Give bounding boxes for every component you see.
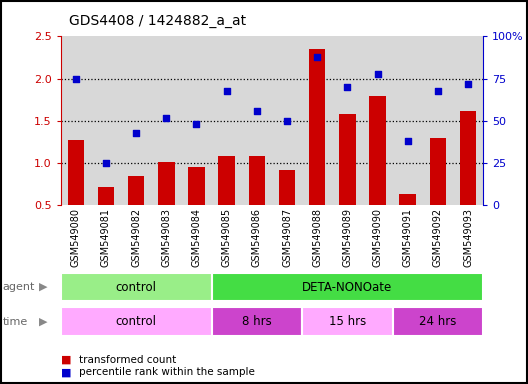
Point bbox=[464, 81, 472, 87]
Bar bbox=[182, 36, 212, 205]
Bar bbox=[128, 176, 145, 205]
Point bbox=[192, 121, 201, 127]
Point bbox=[252, 108, 261, 114]
Bar bbox=[68, 139, 84, 205]
Bar bbox=[219, 156, 235, 205]
Bar bbox=[242, 36, 272, 205]
Point bbox=[283, 118, 291, 124]
Point bbox=[132, 130, 140, 136]
Bar bbox=[362, 36, 393, 205]
Bar bbox=[98, 187, 114, 205]
Point bbox=[102, 160, 110, 166]
Point bbox=[72, 76, 80, 82]
Point bbox=[222, 88, 231, 94]
Text: GDS4408 / 1424882_a_at: GDS4408 / 1424882_a_at bbox=[69, 14, 246, 28]
Text: time: time bbox=[3, 316, 28, 327]
Text: 8 hrs: 8 hrs bbox=[242, 315, 272, 328]
Point bbox=[373, 71, 382, 77]
Point bbox=[162, 114, 171, 121]
Text: agent: agent bbox=[3, 282, 35, 292]
Text: ■: ■ bbox=[61, 367, 71, 377]
Point bbox=[433, 88, 442, 94]
Bar bbox=[249, 156, 265, 205]
Text: control: control bbox=[116, 281, 157, 293]
Text: ■: ■ bbox=[61, 355, 71, 365]
Bar bbox=[369, 96, 386, 205]
Point bbox=[403, 138, 412, 144]
Bar bbox=[332, 36, 362, 205]
Text: ▶: ▶ bbox=[39, 282, 48, 292]
Bar bbox=[309, 49, 325, 205]
Text: transformed count: transformed count bbox=[79, 355, 176, 365]
Text: 24 hrs: 24 hrs bbox=[419, 315, 457, 328]
Text: DETA-NONOate: DETA-NONOate bbox=[302, 281, 392, 293]
Point bbox=[343, 84, 352, 90]
Text: 15 hrs: 15 hrs bbox=[329, 315, 366, 328]
Bar bbox=[393, 36, 423, 205]
Text: ▶: ▶ bbox=[39, 316, 48, 327]
Bar bbox=[121, 36, 151, 205]
Bar bbox=[279, 170, 295, 205]
Bar bbox=[453, 36, 483, 205]
Text: control: control bbox=[116, 315, 157, 328]
Bar bbox=[430, 138, 446, 205]
Bar bbox=[151, 36, 182, 205]
Bar bbox=[188, 167, 205, 205]
Bar bbox=[423, 36, 453, 205]
Point bbox=[313, 54, 322, 60]
Bar bbox=[212, 36, 242, 205]
Text: percentile rank within the sample: percentile rank within the sample bbox=[79, 367, 255, 377]
Bar bbox=[158, 162, 175, 205]
Bar bbox=[272, 36, 302, 205]
Bar bbox=[91, 36, 121, 205]
Bar bbox=[61, 36, 91, 205]
Bar bbox=[302, 36, 332, 205]
Bar bbox=[460, 111, 476, 205]
Bar bbox=[339, 114, 356, 205]
Bar bbox=[399, 194, 416, 205]
